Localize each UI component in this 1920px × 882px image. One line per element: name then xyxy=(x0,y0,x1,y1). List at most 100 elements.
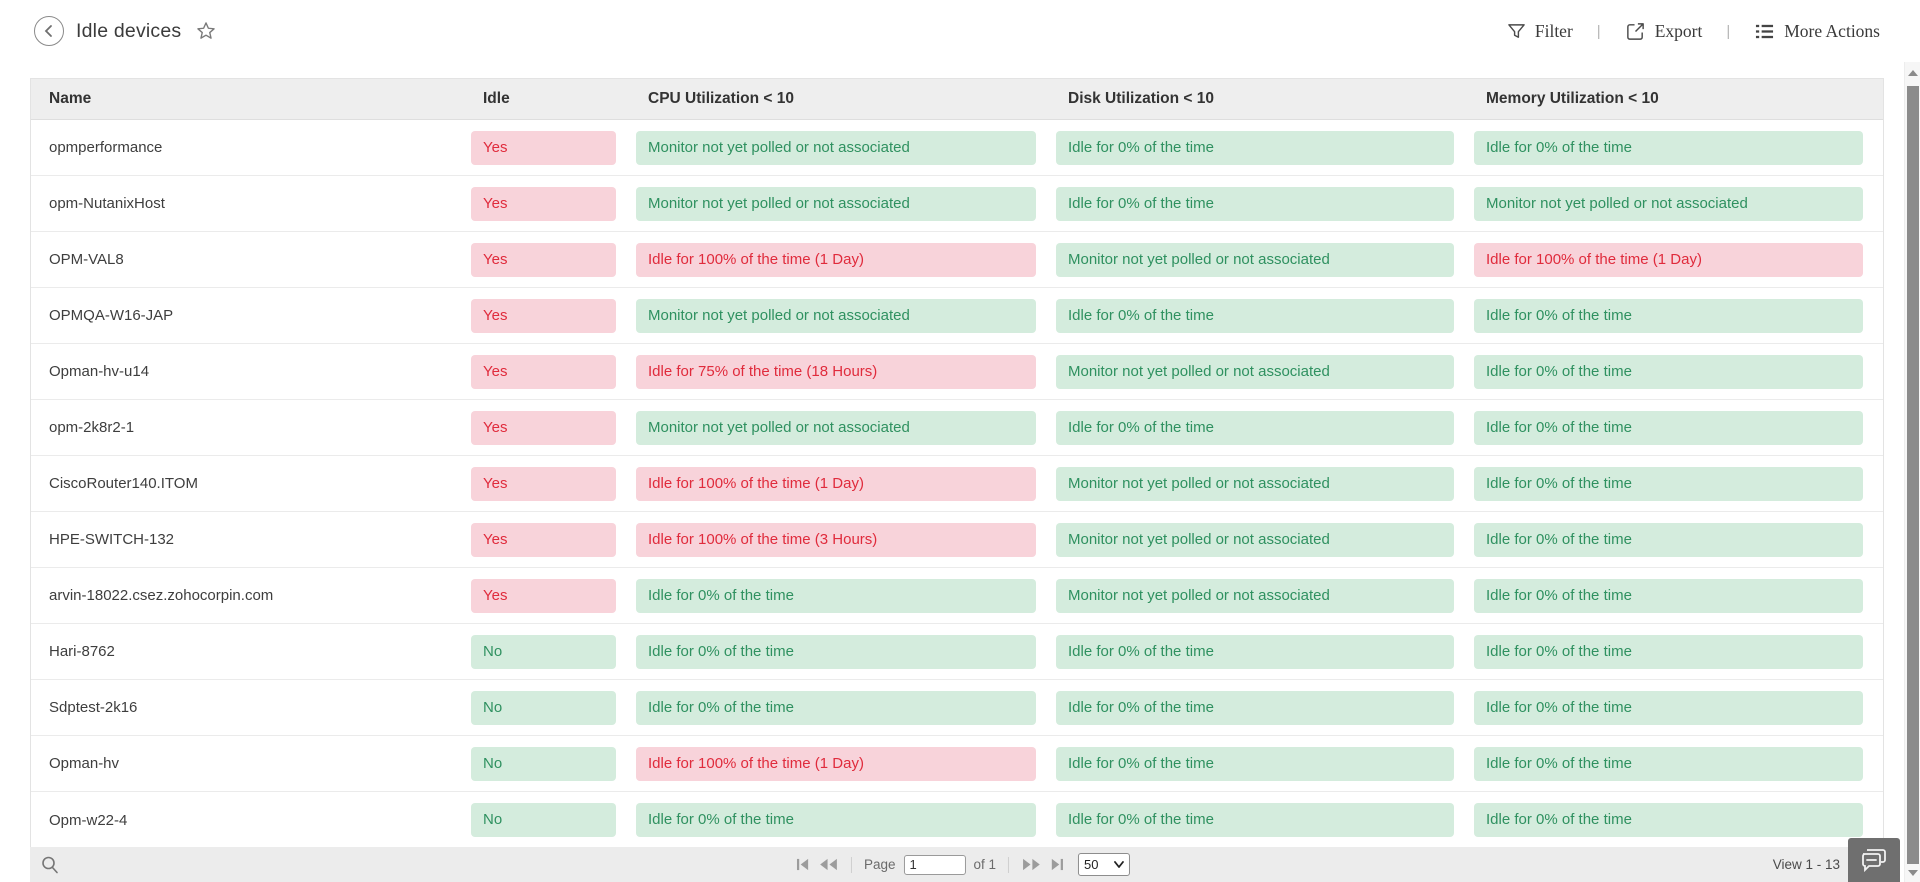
cpu-status-badge: Idle for 0% of the time xyxy=(636,690,1036,725)
memory-status-badge: Idle for 0% of the time xyxy=(1474,803,1863,837)
column-header-idle[interactable]: Idle xyxy=(483,90,510,107)
device-name[interactable]: Hari-8762 xyxy=(49,643,115,660)
table-row[interactable]: Opman-hv No Idle for 100% of the time (1 D… xyxy=(31,736,1883,792)
cpu-status-badge: Idle for 100% of the time (1 Day) xyxy=(636,242,1036,277)
next-page-button[interactable] xyxy=(1021,858,1041,871)
filter-icon xyxy=(1507,22,1526,41)
disk-status-badge: Monitor not yet polled or not associated xyxy=(1056,354,1454,389)
memory-status-badge: Idle for 0% of the time xyxy=(1474,690,1863,725)
scroll-down-arrow-icon[interactable] xyxy=(1908,870,1918,876)
cpu-cell: Idle for 0% of the time xyxy=(636,792,1056,848)
table-row[interactable]: opm-NutanixHost Yes Monitor not yet polled… xyxy=(31,176,1883,232)
scroll-up-arrow-icon[interactable] xyxy=(1908,70,1918,76)
more-actions-button[interactable]: More Actions xyxy=(1754,21,1880,42)
idle-cell: Yes xyxy=(471,232,636,287)
pager-divider xyxy=(1008,856,1010,873)
chat-bubbles-icon xyxy=(1859,846,1889,874)
first-page-button[interactable] xyxy=(796,858,811,871)
device-name[interactable]: OPMQA-W16-JAP xyxy=(49,307,174,324)
cpu-status-badge: Idle for 100% of the time (3 Hours) xyxy=(636,522,1036,557)
table-row[interactable]: HPE-SWITCH-132 Yes Idle for 100% of the ti… xyxy=(31,512,1883,568)
memory-status-badge: Idle for 0% of the time xyxy=(1474,354,1863,389)
memory-cell: Idle for 0% of the time xyxy=(1474,120,1883,175)
idle-cell: Yes xyxy=(471,288,636,343)
memory-status-badge: Idle for 0% of the time xyxy=(1474,578,1863,613)
memory-cell: Monitor not yet polled or not associated xyxy=(1474,176,1883,231)
device-name[interactable]: CiscoRouter140.ITOM xyxy=(49,475,198,492)
idle-cell: No xyxy=(471,736,636,791)
disk-cell: Idle for 0% of the time xyxy=(1056,176,1474,231)
table-row[interactable]: Hari-8762 No Idle for 0% of the time Idle f… xyxy=(31,624,1883,680)
favorite-star-button[interactable] xyxy=(195,20,217,42)
cpu-cell: Idle for 0% of the time xyxy=(636,624,1056,679)
device-name[interactable]: Opm-w22-4 xyxy=(49,811,128,829)
table-row[interactable]: CiscoRouter140.ITOM Yes Idle for 100% of t… xyxy=(31,456,1883,512)
idle-devices-table: Name Idle CPU Utilization < 10 Disk Util… xyxy=(30,78,1884,849)
page-size-select[interactable]: 50 xyxy=(1078,853,1131,876)
column-header-name[interactable]: Name xyxy=(49,90,92,107)
table-row[interactable]: Opman-hv-u14 Yes Idle for 75% of the time … xyxy=(31,344,1883,400)
cpu-status-badge: Idle for 0% of the time xyxy=(636,578,1036,613)
page-label: Page xyxy=(863,857,896,872)
device-name[interactable]: HPE-SWITCH-132 xyxy=(49,531,175,548)
column-header-memory-utilization[interactable]: Memory Utilization < 10 xyxy=(1486,90,1659,107)
page-of-label: of 1 xyxy=(973,857,997,872)
device-name[interactable]: opm-2k8r2-1 xyxy=(49,419,135,436)
view-range-label: View 1 - 13 xyxy=(1772,857,1840,872)
idle-status-badge: No xyxy=(471,803,616,837)
table-row[interactable]: OPM-VAL8 Yes Idle for 100% of the time (1 … xyxy=(31,232,1883,288)
device-name[interactable]: opmperformance xyxy=(49,139,163,156)
feedback-button[interactable] xyxy=(1848,838,1900,882)
cpu-status-badge: Monitor not yet polled or not associated xyxy=(636,410,1036,445)
scrollbar-thumb[interactable] xyxy=(1907,86,1919,864)
table-row[interactable]: opmperformance Yes Monitor not yet polled … xyxy=(31,120,1883,176)
memory-cell: Idle for 0% of the time xyxy=(1474,736,1883,791)
cpu-status-badge: Idle for 100% of the time (1 Day) xyxy=(636,466,1036,501)
back-button[interactable] xyxy=(34,16,64,46)
cpu-cell: Monitor not yet polled or not associated xyxy=(636,120,1056,175)
vertical-scrollbar[interactable] xyxy=(1904,62,1920,882)
table-row[interactable]: OPMQA-W16-JAP Yes Monitor not yet polled o… xyxy=(31,288,1883,344)
device-name[interactable]: opm-NutanixHost xyxy=(49,195,165,212)
memory-cell: Idle for 0% of the time xyxy=(1474,624,1883,679)
page-number-input[interactable] xyxy=(903,854,966,875)
device-name[interactable]: arvin-18022.csez.zohocorpin.com xyxy=(49,587,274,604)
cpu-status-badge: Monitor not yet polled or not associated xyxy=(636,186,1036,221)
device-name[interactable]: OPM-VAL8 xyxy=(49,251,124,268)
cpu-status-badge: Monitor not yet polled or not associated xyxy=(636,298,1036,333)
table-row[interactable]: Sdptest-2k16 No Idle for 0% of the time Idl… xyxy=(31,680,1883,736)
cpu-cell: Idle for 0% of the time xyxy=(636,568,1056,623)
column-header-cpu-utilization[interactable]: CPU Utilization < 10 xyxy=(648,90,794,107)
table-row[interactable]: Opm-w22-4 No Idle for 0% of the time Idle f… xyxy=(31,792,1883,848)
table-row[interactable]: arvin-18022.csez.zohocorpin.com Yes Idle f… xyxy=(31,568,1883,624)
idle-status-badge: Yes xyxy=(471,410,616,445)
disk-status-badge: Idle for 0% of the time xyxy=(1056,186,1454,221)
idle-cell: No xyxy=(471,680,636,735)
search-icon[interactable] xyxy=(40,855,60,875)
action-divider: | xyxy=(1596,22,1601,40)
disk-cell: Monitor not yet polled or not associated xyxy=(1056,344,1474,399)
memory-status-badge: Idle for 0% of the time xyxy=(1474,746,1863,781)
pagination-controls: Page of 1 50 xyxy=(796,853,1131,876)
device-name[interactable]: Opman-hv-u14 xyxy=(49,363,150,380)
action-divider: | xyxy=(1726,22,1731,40)
disk-status-badge: Idle for 0% of the time xyxy=(1056,746,1454,781)
export-button[interactable]: Export xyxy=(1625,21,1702,42)
filter-button[interactable]: Filter xyxy=(1507,21,1573,42)
memory-status-badge: Idle for 100% of the time (1 Day) xyxy=(1474,242,1863,277)
table-row[interactable]: opm-2k8r2-1 Yes Monitor not yet polled or … xyxy=(31,400,1883,456)
previous-page-button[interactable] xyxy=(819,858,839,871)
disk-status-badge: Monitor not yet polled or not associated xyxy=(1056,578,1454,613)
memory-cell: Idle for 0% of the time xyxy=(1474,400,1883,455)
idle-cell: Yes xyxy=(471,456,636,511)
device-name[interactable]: Sdptest-2k16 xyxy=(49,699,138,716)
memory-status-badge: Monitor not yet polled or not associated xyxy=(1474,186,1863,221)
device-name[interactable]: Opman-hv xyxy=(49,755,120,772)
last-page-button[interactable] xyxy=(1049,858,1064,871)
more-actions-label: More Actions xyxy=(1784,20,1880,41)
idle-cell: Yes xyxy=(471,176,636,231)
memory-status-badge: Idle for 0% of the time xyxy=(1474,410,1863,445)
idle-status-badge: No xyxy=(471,746,616,781)
idle-status-badge: Yes xyxy=(471,522,616,557)
column-header-disk-utilization[interactable]: Disk Utilization < 10 xyxy=(1068,90,1215,107)
